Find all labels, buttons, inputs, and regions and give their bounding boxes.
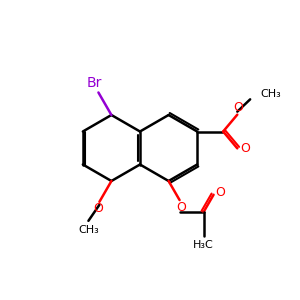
Text: CH₃: CH₃	[260, 89, 281, 99]
Text: H₃C: H₃C	[193, 240, 214, 250]
Text: O: O	[94, 202, 103, 215]
Text: O: O	[240, 142, 250, 155]
Text: CH₃: CH₃	[78, 225, 99, 235]
Text: Br: Br	[87, 76, 102, 91]
Text: O: O	[177, 201, 187, 214]
Text: O: O	[233, 101, 243, 114]
Text: O: O	[216, 186, 226, 199]
